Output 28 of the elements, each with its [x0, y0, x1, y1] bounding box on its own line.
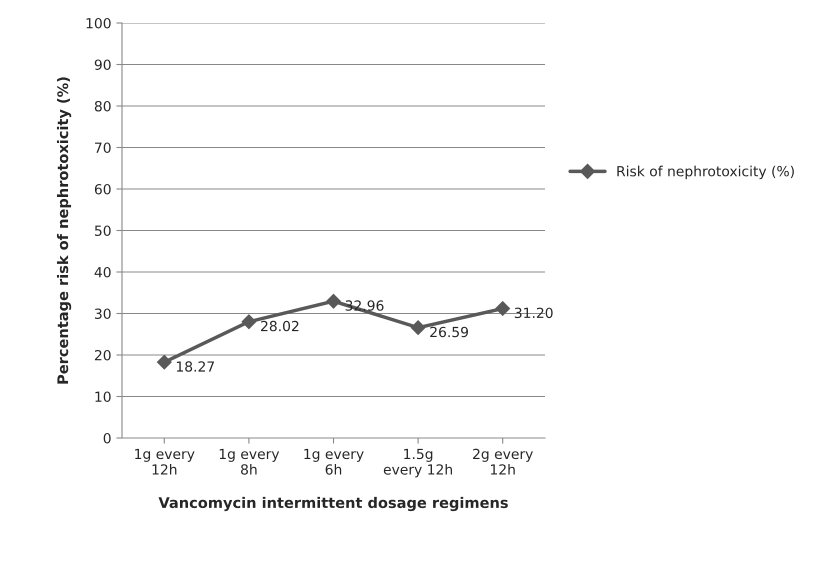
- x-axis-title: Vancomycin intermittent dosage regimens: [158, 496, 508, 512]
- y-tick-label: 0: [104, 432, 111, 444]
- x-tick-label: 1g every 8h: [220, 448, 280, 475]
- point: [495, 301, 510, 316]
- y-tick-label: 20: [94, 350, 111, 360]
- point: [156, 354, 172, 370]
- x-tick-label: 1g every 6h: [304, 448, 364, 475]
- point: [242, 314, 256, 330]
- point: [410, 320, 426, 336]
- data-label: 28.02: [261, 320, 298, 332]
- x-tick-label: 1.5g every 12h: [384, 448, 452, 478]
- y-axis-title: Percentage risk of nephrotoxicity (%): [56, 77, 72, 384]
- y-tick-label: 10: [95, 391, 111, 402]
- y-tick-label: 60: [94, 184, 111, 194]
- y-tick-label: 80: [94, 100, 111, 112]
- data-label: 18.27: [176, 361, 214, 372]
- y-tick-label: 30: [94, 308, 111, 319]
- y-tick-label: 100: [86, 18, 111, 28]
- point: [326, 294, 341, 309]
- legend-label: Risk of nephrotoxicity (%): [617, 166, 794, 180]
- y-tick-label: 50: [94, 225, 111, 236]
- y-tick-label: 40: [94, 266, 111, 278]
- data-label: 26.59: [430, 326, 468, 338]
- data-label: 31.20: [514, 308, 553, 318]
- x-tick-label: 1g every 12h: [135, 448, 195, 475]
- y-tick-label: 90: [94, 59, 111, 70]
- y-tick-label: 70: [95, 142, 111, 153]
- x-tick-label: 2g every 12h: [473, 448, 533, 475]
